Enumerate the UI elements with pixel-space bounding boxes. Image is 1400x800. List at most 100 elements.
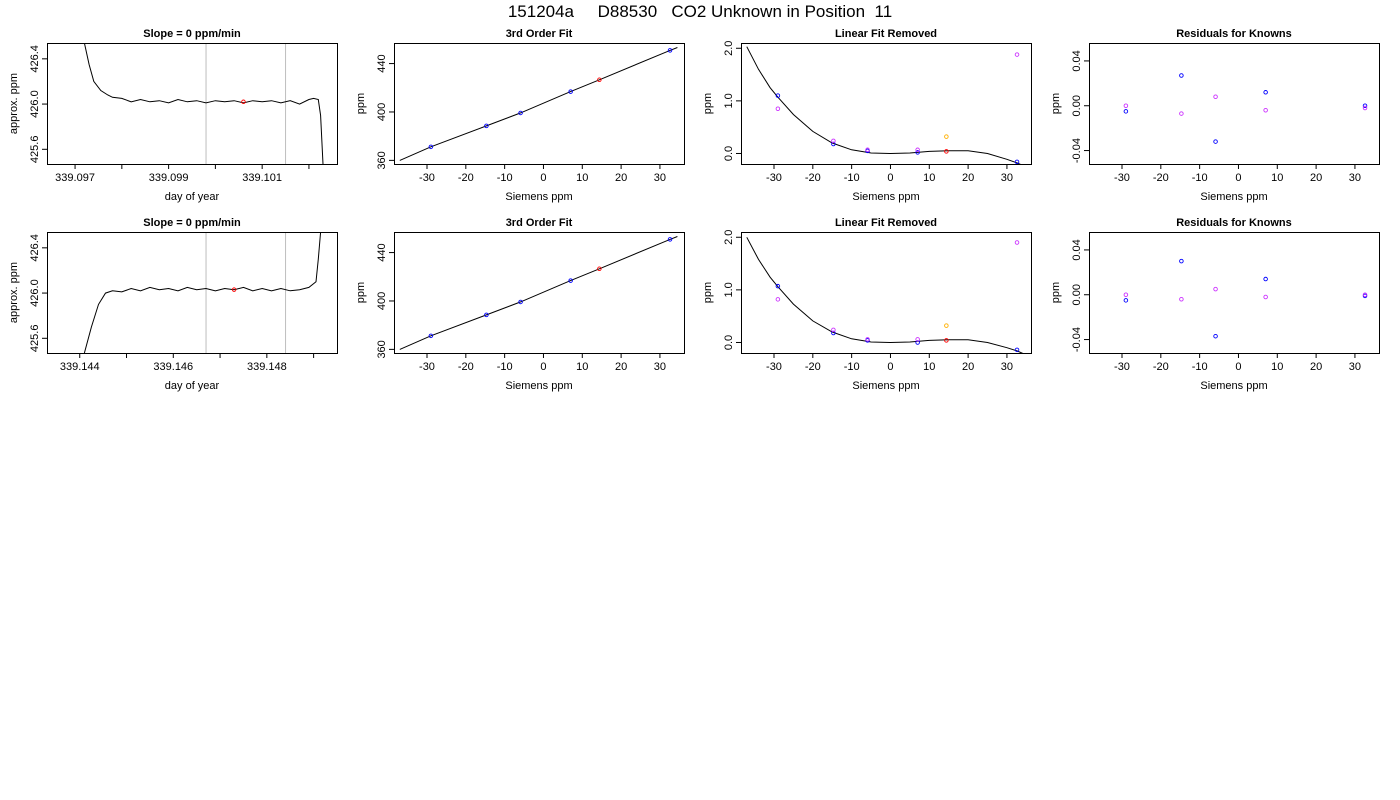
data-point-magenta <box>1362 292 1368 297</box>
y-tick-label: 0.0 <box>723 146 735 161</box>
y-tick-label: 360 <box>376 340 388 358</box>
x-tick-label: -20 <box>805 361 821 373</box>
data-point-red <box>597 266 602 272</box>
data-point-blue <box>428 333 434 339</box>
x-tick-label: 30 <box>654 361 666 373</box>
chart-title: Linear Fit Removed <box>835 28 937 40</box>
chart-title: 3rd Order Fit <box>506 217 573 229</box>
plot-area <box>1123 73 1368 144</box>
y-axis-label: ppm <box>355 93 367 114</box>
x-axis-label: Siemens ppm <box>505 191 572 203</box>
data-point-blue <box>775 93 781 98</box>
data-point-blue <box>1213 333 1218 339</box>
data-point-blue <box>1014 159 1020 164</box>
x-tick-label: -20 <box>1153 172 1169 184</box>
x-tick-label: 0 <box>887 361 893 373</box>
x-tick-label: -10 <box>844 361 860 373</box>
data-point-blue <box>1014 347 1020 353</box>
data-point-blue <box>1362 103 1368 108</box>
plot-frame <box>1089 232 1380 354</box>
chart-r2c1: 339.144 339.146 339.148 425.6 426.0 426.4 Slop… <box>8 217 338 392</box>
y-tick-label: 0.04 <box>1071 50 1083 71</box>
plot-area <box>83 232 322 353</box>
x-tick-label: -30 <box>419 361 435 373</box>
data-point-red <box>944 338 949 343</box>
data-point-magenta <box>865 147 870 153</box>
x-tick-label: 0 <box>1235 172 1241 184</box>
plot-frame <box>47 43 338 165</box>
x-tick-label: -10 <box>497 172 513 184</box>
x-tick-label: 20 <box>615 361 627 373</box>
x-tick-label: 20 <box>962 361 974 373</box>
x-tick-label: 0 <box>540 361 546 373</box>
x-tick-label: 339.099 <box>149 172 189 184</box>
data-point-red <box>231 287 237 292</box>
y-tick-label: 425.6 <box>29 136 41 164</box>
x-tick-label: 339.097 <box>55 172 95 184</box>
data-point-blue <box>1123 298 1129 303</box>
plot-frame <box>741 232 1032 354</box>
y-tick-label: 440 <box>376 243 388 261</box>
data-point-blue <box>568 89 573 94</box>
x-tick-label: -10 <box>1192 361 1208 373</box>
data-point-magenta <box>915 147 920 153</box>
x-axis-label: Siemens ppm <box>852 191 919 203</box>
x-tick-label: -20 <box>805 172 821 184</box>
data-point-blue <box>484 312 489 318</box>
data-point-magenta <box>865 337 870 342</box>
x-tick-label: 30 <box>1349 172 1361 184</box>
y-tick-label: -0.04 <box>1071 327 1083 352</box>
data-point-blue <box>1263 90 1268 95</box>
plot-frame <box>1089 43 1380 165</box>
x-tick-label: 0 <box>887 172 893 184</box>
plot-frame <box>394 43 685 165</box>
y-tick-label: 360 <box>376 151 388 169</box>
chart-title: Residuals for Knowns <box>1176 217 1292 229</box>
x-tick-label: -10 <box>1192 172 1208 184</box>
x-tick-label: 10 <box>576 361 588 373</box>
x-tick-label: 30 <box>654 172 666 184</box>
series-line <box>83 43 324 164</box>
chart-title: 3rd Order Fit <box>506 28 573 40</box>
data-point-orange <box>944 134 949 139</box>
plot-area <box>399 47 678 161</box>
data-point-red <box>597 77 602 83</box>
chart-r1c4: -30 -20 -10 0 10 20 30 -0.04 0.00 0.04 Residuals f… <box>1050 28 1380 203</box>
y-tick-label: 2.0 <box>723 41 735 56</box>
x-tick-label: 339.101 <box>242 172 282 184</box>
y-axis-label: ppm <box>702 93 714 114</box>
series-line <box>399 47 678 161</box>
y-tick-label: 0.04 <box>1071 239 1083 260</box>
x-tick-label: -10 <box>497 361 513 373</box>
data-point-magenta <box>1213 94 1218 100</box>
data-point-blue <box>518 299 523 305</box>
x-tick-label: 30 <box>1349 361 1361 373</box>
chart-r2c2: -30 -20 -10 0 10 20 30 360 400 440 3rd Order Fit Si… <box>355 217 685 392</box>
data-point-magenta <box>1123 103 1129 108</box>
data-point-orange <box>944 323 949 328</box>
x-tick-label: 0 <box>1235 361 1241 373</box>
x-tick-label: 339.146 <box>153 361 193 373</box>
x-axis-label: day of year <box>165 191 220 203</box>
data-point-magenta <box>831 327 836 333</box>
data-point-blue <box>484 123 489 129</box>
chart-r1c2: -30 -20 -10 0 10 20 30 360 400 440 3rd Order Fit Si… <box>355 28 685 203</box>
x-tick-label: -20 <box>458 172 474 184</box>
data-point-magenta <box>1263 107 1268 113</box>
y-tick-label: 426.0 <box>29 90 41 118</box>
y-axis-label: ppm <box>355 282 367 303</box>
data-point-magenta <box>775 106 781 112</box>
data-point-magenta <box>1014 240 1020 245</box>
data-point-blue <box>568 278 573 283</box>
x-axis-label: day of year <box>165 380 220 392</box>
x-axis-label: Siemens ppm <box>505 380 572 392</box>
plot-frame <box>394 232 685 354</box>
chart-r1c1: 339.097 339.099 339.101 425.6 426.0 426.4 Slop… <box>8 28 338 203</box>
y-axis-label: ppm <box>1050 282 1062 303</box>
data-point-magenta <box>1179 111 1184 116</box>
x-tick-label: 10 <box>576 172 588 184</box>
x-tick-label: 10 <box>1271 361 1283 373</box>
data-point-magenta <box>1263 294 1268 300</box>
x-tick-label: -30 <box>419 172 435 184</box>
